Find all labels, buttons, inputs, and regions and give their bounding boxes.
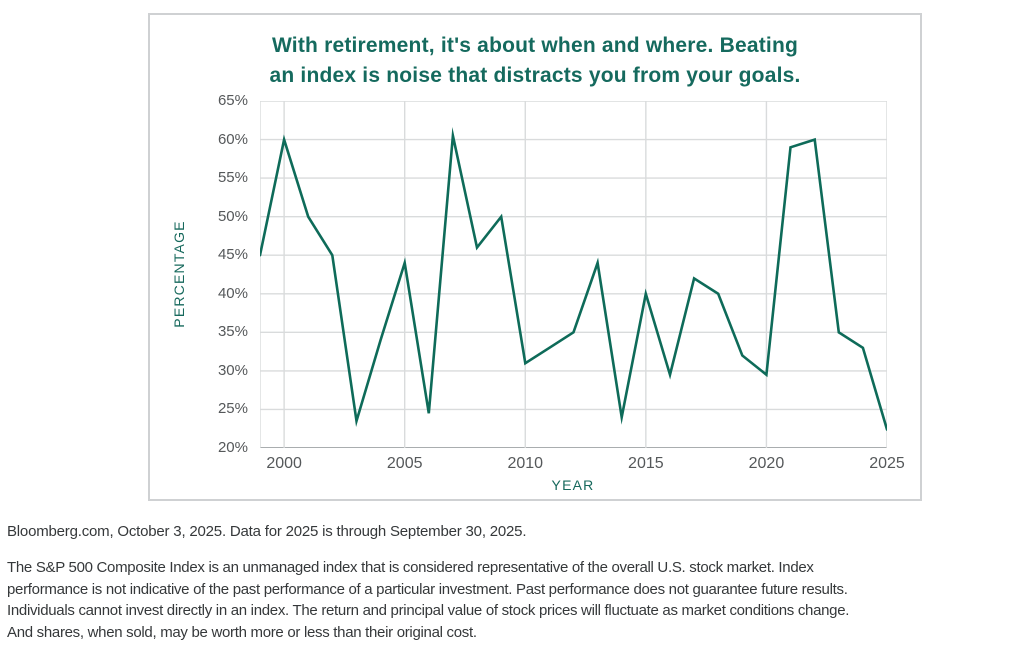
disclaimer-line-4: And shares, when sold, may be worth more…	[7, 623, 477, 641]
disclaimer-paragraph: The S&P 500 Composite Index is an unmana…	[7, 557, 1021, 643]
sp500-beat-frequency-line-chart	[260, 101, 887, 448]
y-tick-label: 35%	[217, 323, 248, 341]
chart-title: With retirement, it's about when and whe…	[150, 31, 920, 91]
x-tick-label: 2005	[386, 455, 423, 472]
chart-title-line-2: an index is noise that distracts you fro…	[269, 64, 801, 87]
y-tick-label: 65%	[217, 92, 248, 109]
y-tick-label: 40%	[217, 284, 248, 302]
y-tick-label: 45%	[217, 246, 248, 264]
x-tick-label: 2000	[266, 455, 302, 472]
y-axis-title: PERCENTAGE	[171, 220, 187, 328]
source-attribution: Bloomberg.com, October 3, 2025. Data for…	[7, 523, 527, 540]
line-chart-plot-area	[260, 101, 887, 448]
x-tick-label: 2025	[869, 455, 905, 472]
chart-card: With retirement, it's about when and whe…	[148, 13, 922, 501]
y-tick-label: 50%	[217, 207, 248, 225]
x-tick-label: 2020	[748, 455, 785, 472]
disclaimer-line-2: performance is not indicative of the pas…	[7, 580, 848, 598]
disclaimer-line-3: Individuals cannot invest directly in an…	[7, 602, 850, 619]
y-tick-label: 30%	[217, 361, 248, 379]
x-tick-label: 2010	[507, 455, 544, 472]
disclaimer-line-1: The S&P 500 Composite Index is an unmana…	[7, 559, 814, 576]
y-tick-label: 20%	[217, 439, 248, 456]
y-tick-label: 25%	[217, 400, 248, 418]
y-tick-label: 60%	[217, 130, 248, 148]
chart-title-line-1: With retirement, it's about when and whe…	[271, 34, 799, 57]
x-axis-title: YEAR	[551, 477, 595, 493]
x-tick-label: 2015	[628, 455, 664, 472]
y-tick-label: 55%	[217, 169, 248, 187]
